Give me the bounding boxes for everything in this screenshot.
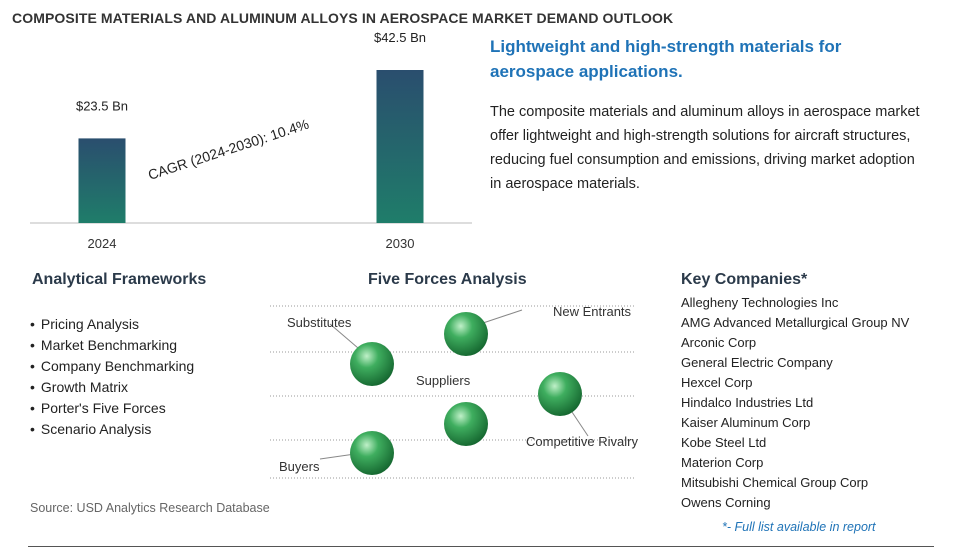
market-size-chart: $23.5 Bn 2024 $42.5 Bn 2030 CAGR (2024-2030… (30, 30, 472, 251)
sphere-substitutes (350, 342, 394, 386)
analytical-frameworks-title: Analytical Frameworks (32, 271, 207, 288)
connector-line (319, 453, 356, 460)
company-item: Hexcel Corp (681, 375, 753, 390)
sphere-suppliers (538, 372, 582, 416)
company-item: General Electric Company (681, 355, 833, 370)
company-item: Kaiser Aluminum Corp (681, 415, 811, 430)
key-companies-title: Key Companies* (681, 271, 808, 288)
bar-value-label: $23.5 Bn (76, 98, 128, 113)
company-item: Arconic Corp (681, 335, 757, 350)
bar-2024 (78, 138, 126, 223)
label-new-entrants: New Entrants (553, 304, 632, 319)
five-forces-diagram: Substitutes New Entrants Suppliers Compe… (270, 304, 638, 479)
list-item: Porter's Five Forces (30, 398, 194, 419)
sphere-buyers (350, 431, 394, 475)
company-item: Kobe Steel Ltd (681, 435, 767, 450)
source-note: Source: USD Analytics Research Database (30, 501, 270, 515)
company-item: Owens Corning (681, 495, 771, 510)
sphere-competitive-rivalry (444, 402, 488, 446)
connector-line (479, 309, 523, 325)
bottom-divider (28, 546, 934, 547)
company-item: Hindalco Industries Ltd (681, 395, 814, 410)
company-item: AMG Advanced Metallurgical Group NV (681, 315, 910, 330)
label-substitutes: Substitutes (287, 315, 352, 330)
x-tick-label: 2024 (88, 236, 117, 251)
full-list-note: *- Full list available in report (722, 520, 876, 534)
label-buyers: Buyers (279, 459, 320, 474)
page-title: COMPOSITE MATERIALS AND ALUMINUM ALLOYS … (12, 10, 674, 26)
key-companies-list: Allegheny Technologies Inc AMG Advanced … (681, 293, 909, 513)
sphere-new-entrants (444, 312, 488, 356)
five-forces-title: Five Forces Analysis (368, 271, 527, 288)
label-competitive-rivalry: Competitive Rivalry (526, 434, 638, 449)
x-tick-label: 2030 (386, 236, 415, 251)
label-suppliers: Suppliers (416, 373, 471, 388)
bar-value-label: $42.5 Bn (374, 30, 426, 45)
analytical-frameworks-list: Pricing Analysis Market Benchmarking Com… (30, 314, 194, 440)
bar-2030 (376, 70, 424, 223)
company-item: Allegheny Technologies Inc (681, 295, 839, 310)
list-item: Pricing Analysis (30, 314, 194, 335)
cagr-annotation: CAGR (2024-2030): 10.4% (146, 116, 311, 183)
company-item: Mitsubishi Chemical Group Corp (681, 475, 869, 490)
list-item: Growth Matrix (30, 377, 194, 398)
headline: Lightweight and high-strength materials … (490, 37, 842, 81)
list-item: Company Benchmarking (30, 356, 194, 377)
list-item: Scenario Analysis (30, 419, 194, 440)
description: The composite materials and aluminum all… (490, 104, 920, 192)
list-item: Market Benchmarking (30, 335, 194, 356)
company-item: Materion Corp (681, 455, 764, 470)
